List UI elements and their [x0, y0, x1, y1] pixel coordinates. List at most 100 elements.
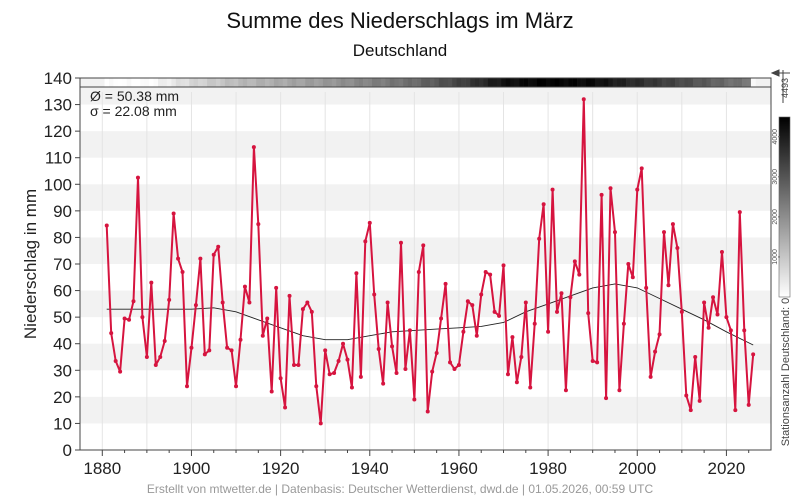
data-point [590, 358, 595, 363]
station-bar-cell [519, 78, 524, 87]
station-bar-cell [750, 78, 756, 87]
data-point [158, 355, 163, 359]
y-tick-label: 40 [53, 335, 72, 354]
station-bar-cell [211, 78, 217, 87]
data-point [572, 259, 577, 264]
station-bar-cell [269, 78, 275, 87]
station-bar-cell [385, 78, 391, 87]
station-bar-cell [180, 78, 186, 87]
station-bar-cell [198, 78, 203, 87]
station-legend: 1000 2000 3000 4000 4493 Stationsanzahl Deu… [770, 69, 792, 447]
station-bar-cell [581, 78, 587, 87]
x-axis: 1880 1900 1920 1940 1960 1980 2000 2020 [83, 450, 750, 478]
data-point [742, 328, 747, 333]
data-point [394, 370, 399, 375]
grid-band [80, 184, 771, 211]
x-tick-label: 1920 [262, 459, 300, 478]
station-bar-cell [679, 78, 685, 87]
series-points [104, 97, 756, 426]
data-point [234, 384, 239, 389]
data-point [523, 300, 528, 305]
data-point [644, 285, 649, 290]
data-point [688, 408, 693, 413]
data-point [140, 315, 145, 320]
station-bar-cell [340, 78, 346, 87]
station-bar-cell [372, 78, 377, 87]
data-point [198, 256, 203, 261]
data-point [568, 295, 573, 300]
y-tick-label: 20 [53, 388, 72, 407]
station-bar-cell [122, 78, 128, 87]
station-bar-cell [158, 78, 163, 87]
station-scale-ticks: 1000 2000 3000 4000 [772, 129, 780, 265]
station-bar-cell [746, 78, 752, 87]
station-bar-cell [412, 78, 417, 87]
station-bar-cell [710, 78, 716, 87]
station-bar-cell [149, 78, 154, 87]
station-count-bar [80, 78, 771, 88]
station-bar-cell [331, 78, 337, 87]
station-bar-cell [224, 78, 230, 87]
y-tick-label: 50 [53, 308, 72, 327]
station-bar-cell [742, 78, 747, 87]
data-point [501, 263, 506, 268]
station-bar-cell [207, 78, 212, 87]
station-bar-cell [461, 78, 466, 87]
data-point [323, 348, 328, 353]
data-point [176, 256, 181, 261]
station-scale-label: 1000 [772, 249, 779, 265]
data-point [407, 328, 412, 333]
station-bar-cell [554, 78, 560, 87]
station-bar-cell [487, 78, 493, 87]
data-point [586, 311, 591, 316]
data-point [733, 408, 738, 413]
y-tick-label: 30 [53, 361, 72, 380]
station-bar-cell [572, 78, 578, 87]
data-point [559, 291, 564, 296]
data-point [300, 307, 305, 312]
station-bar-cell [131, 78, 137, 87]
station-bar-cell [724, 78, 729, 87]
data-point [122, 316, 127, 321]
station-bar-cell [483, 78, 489, 87]
data-point [381, 381, 386, 386]
station-bar-cell [175, 78, 181, 87]
data-point [127, 317, 132, 322]
station-bar-cell [140, 78, 145, 87]
station-bar-cell [585, 78, 591, 87]
station-bar-cell [715, 78, 721, 87]
data-point [434, 351, 439, 356]
data-point [706, 325, 711, 330]
data-point [314, 384, 319, 389]
data-point [510, 335, 515, 340]
data-point [238, 337, 243, 342]
station-bar-cell [247, 78, 252, 87]
station-bar-cell [265, 78, 270, 87]
station-bar-cell [251, 78, 257, 87]
data-point [581, 97, 586, 102]
station-bar-cell [559, 78, 564, 87]
data-point [153, 362, 158, 367]
station-bar-cell [470, 78, 475, 87]
data-point [109, 331, 114, 336]
data-point [635, 187, 640, 192]
data-point [532, 321, 537, 326]
station-bar-cell [545, 78, 551, 87]
station-arrow-icon [770, 69, 790, 77]
data-point [612, 230, 617, 235]
station-bar-cell [407, 78, 413, 87]
station-bar-cell [510, 78, 515, 87]
y-tick-label: 120 [44, 122, 72, 141]
station-bar-cell [354, 78, 359, 87]
x-tick-label: 1880 [83, 459, 121, 478]
data-point [492, 309, 497, 314]
station-bar-cell [166, 78, 172, 87]
station-bar-cell [532, 78, 538, 87]
data-point [118, 369, 123, 374]
station-count-label: Stationsanzahl Deutschland: 0 [780, 298, 792, 447]
station-bar-cell [358, 78, 364, 87]
grid-layer [101, 92, 727, 450]
station-bar-cell [389, 78, 395, 87]
x-tick-label: 2000 [618, 459, 656, 478]
station-bar-cell [220, 78, 226, 87]
